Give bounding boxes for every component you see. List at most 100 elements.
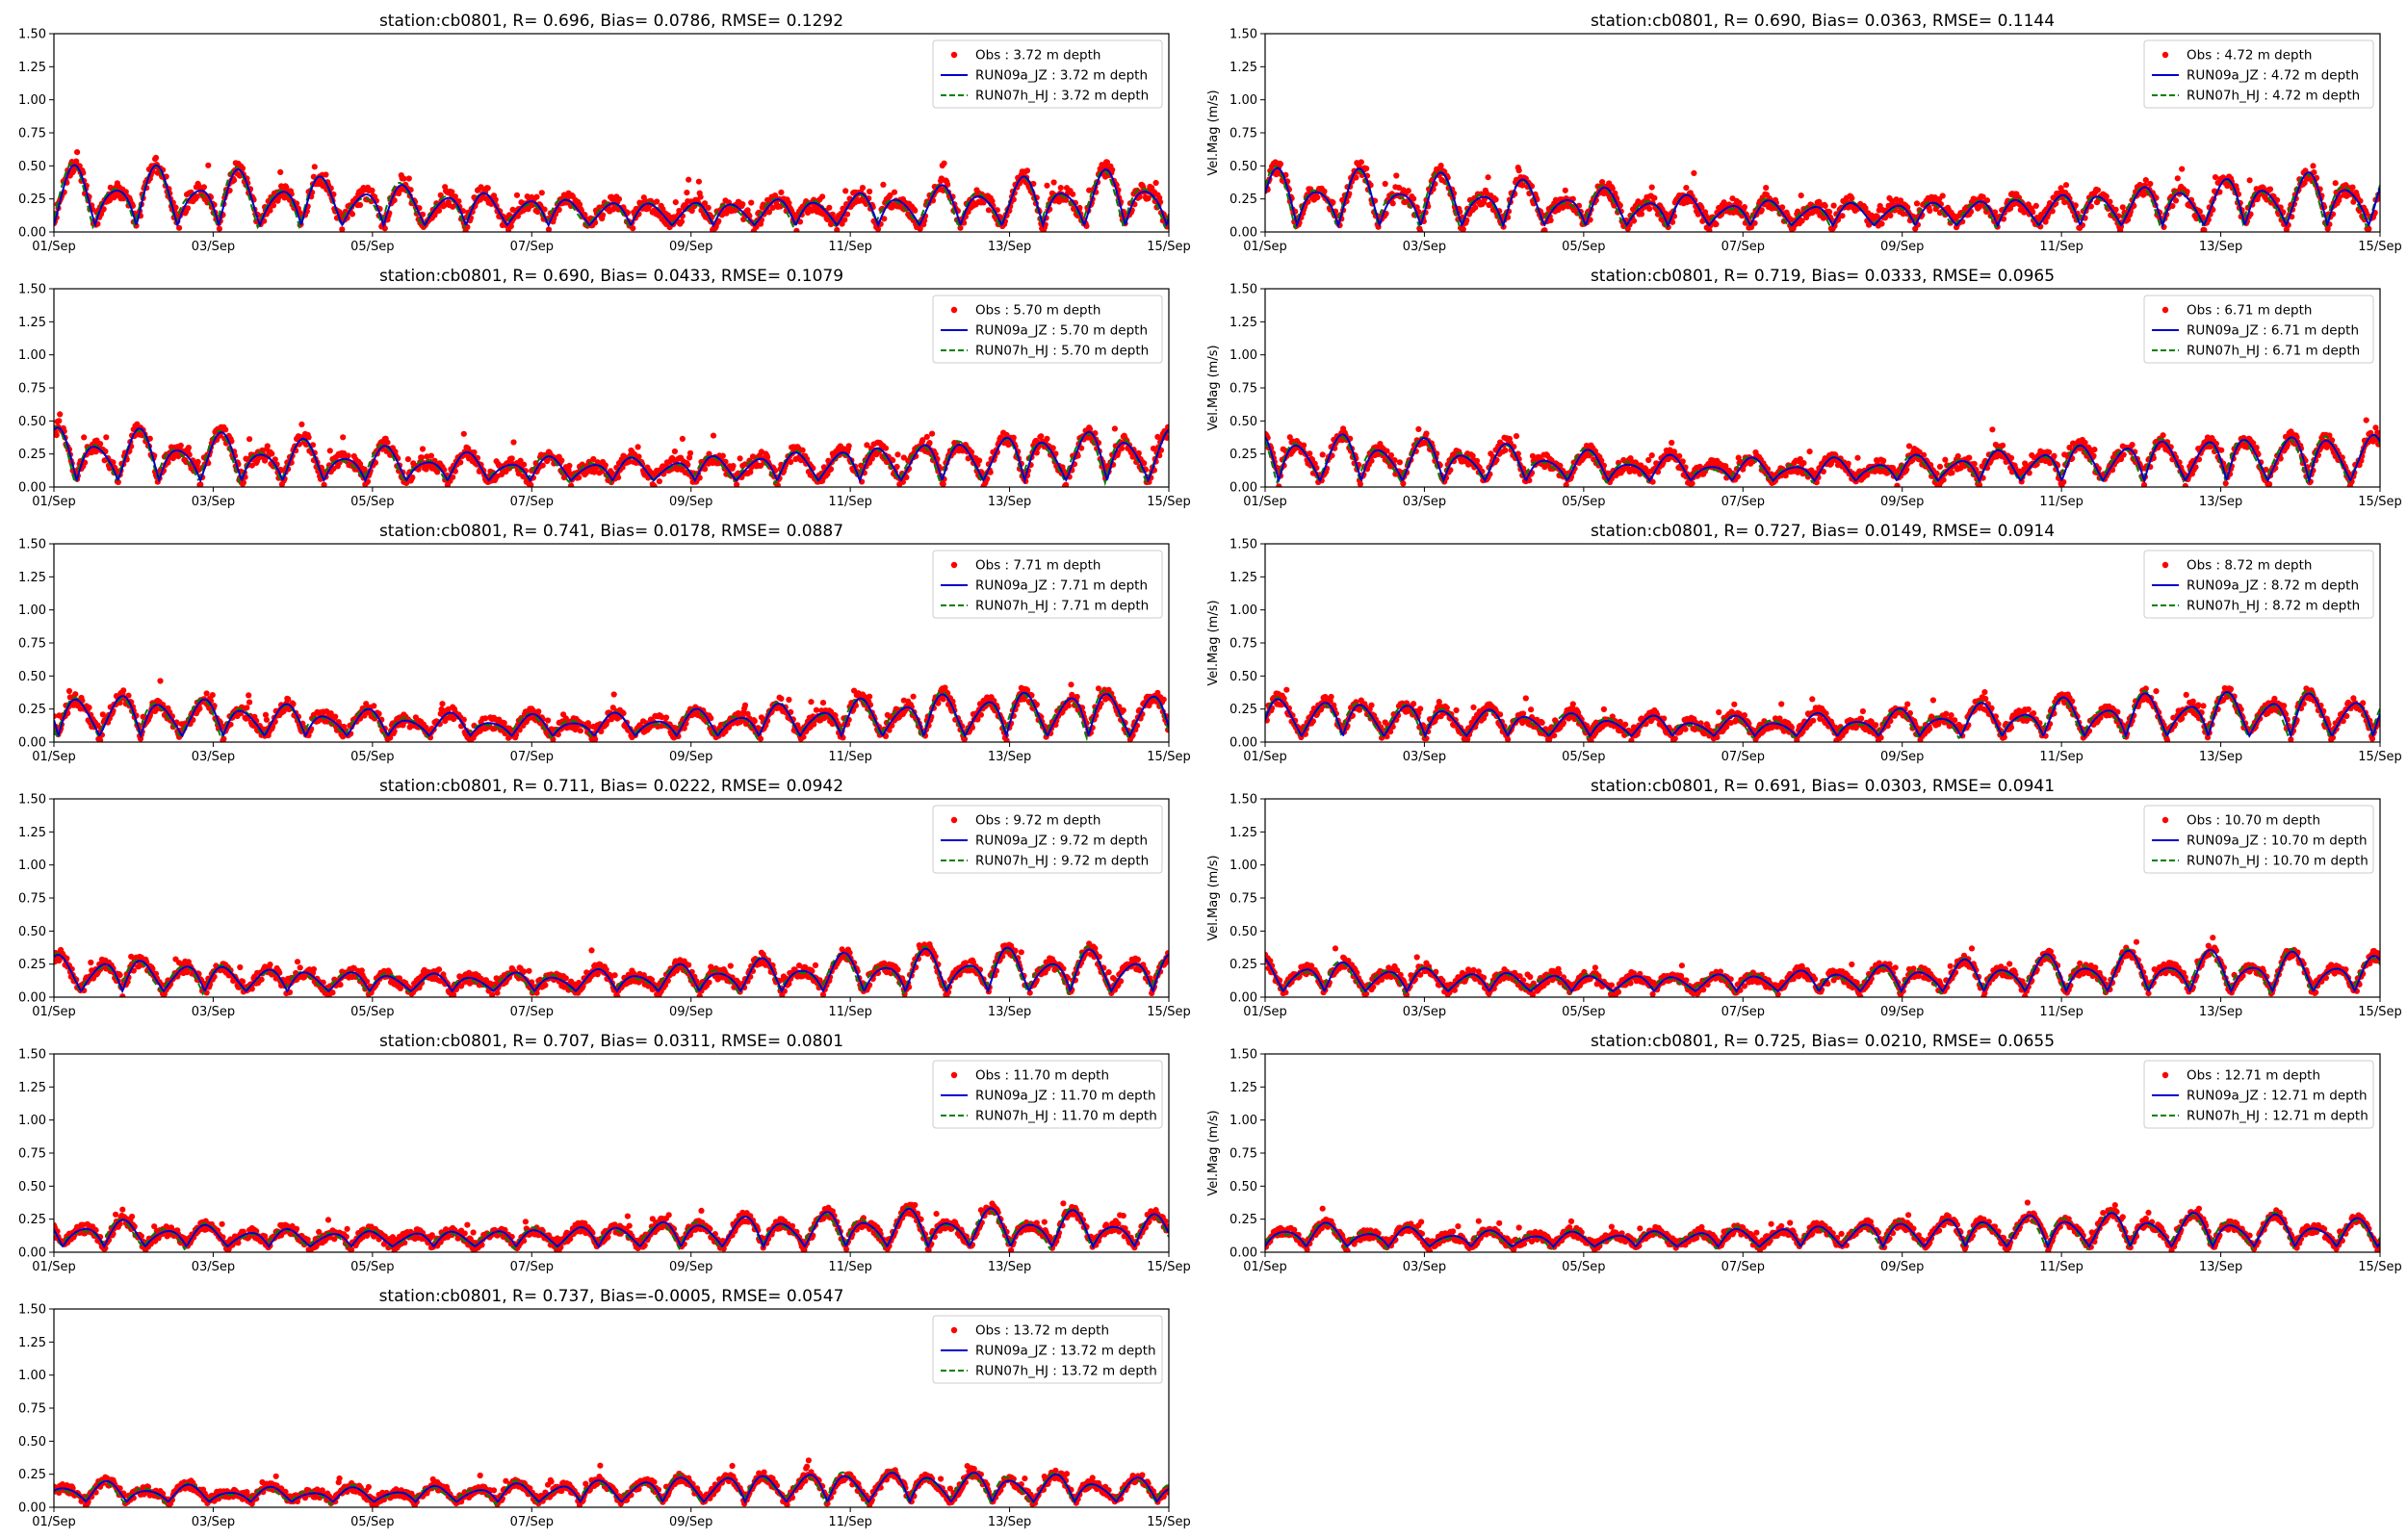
run09a-line	[54, 164, 1169, 229]
obs-point	[656, 478, 663, 485]
x-tick-label: 03/Sep	[192, 240, 235, 254]
obs-point	[1905, 443, 1913, 449]
obs-point	[311, 164, 318, 170]
y-tick-label: 0.00	[18, 481, 46, 496]
legend-marker-obs	[950, 306, 958, 314]
obs-point	[464, 223, 471, 230]
x-tick-label: 13/Sep	[2199, 240, 2242, 254]
y-tick-label: 1.50	[18, 283, 46, 297]
obs-point	[541, 206, 548, 213]
obs-point	[2042, 218, 2049, 225]
obs-point	[427, 452, 434, 459]
obs-point	[216, 225, 222, 232]
y-tick-label: 1.00	[1229, 93, 1257, 108]
obs-point	[200, 184, 207, 191]
obs-point	[404, 456, 411, 463]
obs-point	[345, 452, 351, 459]
obs-point	[2201, 226, 2208, 232]
obs-point	[81, 434, 88, 441]
obs-point	[419, 454, 426, 461]
obs-point	[340, 434, 347, 441]
y-tick-label: 0.75	[18, 382, 46, 397]
obs-point	[106, 197, 113, 204]
obs-point	[1023, 167, 1031, 174]
obs-point	[1044, 435, 1050, 442]
obs-point	[449, 189, 455, 195]
obs-point	[2107, 198, 2113, 205]
obs-point	[222, 426, 229, 433]
obs-point	[452, 193, 458, 200]
obs-point	[1830, 202, 1837, 209]
x-tick-label: 01/Sep	[32, 240, 75, 254]
obs-point	[510, 439, 517, 446]
obs-point	[1683, 185, 1690, 192]
legend-marker-obs	[950, 51, 958, 59]
obs-point	[246, 436, 253, 443]
obs-point	[100, 206, 107, 213]
obs-point	[1423, 430, 1430, 437]
obs-point	[1806, 449, 1813, 455]
obs-point	[1111, 425, 1118, 432]
obs-point	[1695, 211, 1701, 218]
y-tick-label: 0.50	[1229, 160, 1257, 174]
y-tick-label: 0.25	[1229, 192, 1257, 207]
y-tick-label: 1.50	[18, 28, 46, 42]
obs-point	[1874, 214, 1881, 220]
subplot-title: station:cb0801, R= 0.690, Bias= 0.0363, …	[1591, 12, 2055, 31]
obs-point	[2142, 177, 2149, 184]
obs-point	[521, 461, 528, 468]
obs-point	[941, 160, 947, 167]
obs-point	[545, 226, 553, 232]
obs-point	[940, 480, 946, 487]
y-tick-label: 0.75	[18, 127, 46, 141]
obs-point	[1942, 456, 1949, 463]
x-tick-label: 01/Sep	[32, 495, 75, 509]
obs-point	[1513, 433, 1520, 440]
obs-point	[859, 185, 867, 192]
obs-point	[1936, 463, 1944, 470]
x-tick-label: 13/Sep	[988, 495, 1031, 509]
obs-point	[1358, 159, 1364, 166]
x-tick-label: 07/Sep	[1721, 240, 1765, 254]
obs-point	[686, 176, 692, 183]
obs-point	[401, 175, 407, 182]
y-tick-label: 0.50	[18, 415, 46, 429]
obs-point	[339, 226, 346, 232]
obs-point	[103, 434, 110, 441]
obs-point	[1648, 184, 1655, 191]
obs-point	[556, 206, 562, 214]
obs-point	[513, 192, 521, 198]
obs-point	[826, 204, 833, 211]
obs-point	[381, 225, 388, 232]
y-tick-label: 1.00	[18, 93, 46, 108]
obs-point	[887, 192, 893, 198]
y-tick-label: 0.25	[18, 448, 46, 462]
obs-point	[881, 216, 888, 222]
obs-point	[1599, 179, 1606, 186]
obs-point	[640, 194, 647, 201]
obs-point	[842, 188, 849, 194]
obs-point	[1799, 218, 1805, 224]
obs-point	[1980, 193, 1986, 200]
obs-point	[1519, 182, 1526, 189]
obs-point	[2179, 166, 2186, 172]
obs-point	[441, 202, 448, 209]
obs-point	[672, 199, 679, 206]
obs-point	[484, 185, 491, 192]
obs-point	[558, 457, 565, 464]
obs-point	[113, 192, 119, 199]
x-tick-label: 15/Sep	[1147, 495, 1190, 509]
obs-point	[2310, 163, 2316, 169]
legend-label: RUN07h_HJ : 5.70 m depth	[975, 344, 1149, 359]
series-group	[54, 149, 1169, 232]
obs-point	[1152, 179, 1159, 187]
obs-point	[1515, 167, 1522, 174]
y-tick-label: 0.00	[18, 226, 46, 241]
obs-point	[744, 207, 751, 214]
obs-point	[492, 196, 499, 203]
obs-point	[384, 439, 391, 446]
x-tick-label: 05/Sep	[350, 240, 394, 254]
